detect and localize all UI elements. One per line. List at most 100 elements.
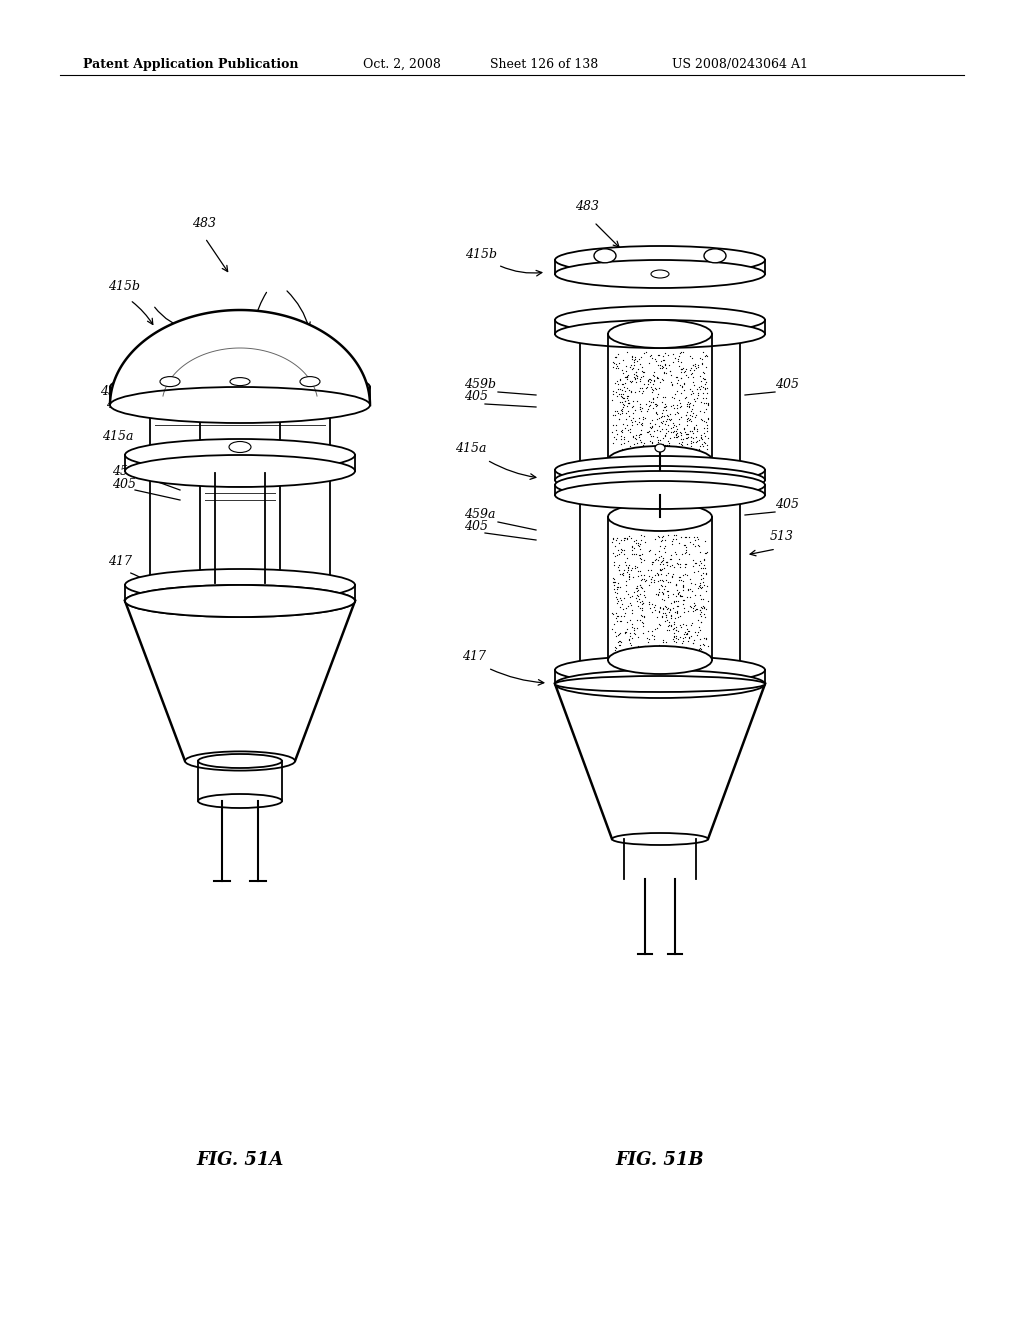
Point [655, 400, 672, 421]
Point [673, 585, 689, 606]
Point [613, 611, 630, 632]
Point [682, 360, 698, 381]
Point [653, 574, 670, 595]
Point [630, 585, 646, 606]
Point [652, 429, 669, 450]
Point [680, 601, 696, 622]
Point [683, 358, 699, 379]
Point [611, 597, 628, 618]
Point [671, 549, 687, 570]
Point [646, 420, 663, 441]
Point [621, 569, 637, 590]
Point [693, 612, 710, 634]
Point [611, 554, 628, 576]
Point [655, 428, 672, 449]
Point [665, 598, 681, 619]
Point [668, 383, 684, 404]
Point [675, 576, 691, 597]
Point [622, 421, 638, 442]
Point [604, 602, 621, 623]
Point [647, 437, 664, 458]
Point [673, 422, 689, 444]
Point [605, 384, 622, 405]
Text: 483: 483 [193, 216, 216, 230]
Point [666, 388, 682, 409]
Point [651, 541, 668, 562]
Point [649, 432, 666, 453]
Point [654, 554, 671, 576]
Point [652, 358, 669, 379]
Point [653, 558, 670, 579]
Point [667, 607, 683, 628]
Point [613, 543, 630, 564]
Point [689, 527, 706, 548]
Point [641, 352, 657, 374]
Point [615, 540, 632, 561]
Point [675, 574, 691, 595]
Point [612, 426, 629, 447]
Point [632, 591, 648, 612]
Point [668, 590, 684, 611]
Point [613, 428, 630, 449]
Point [648, 426, 665, 447]
Point [690, 356, 707, 378]
Point [690, 536, 707, 557]
Point [613, 421, 630, 442]
Point [645, 379, 662, 400]
Point [621, 554, 637, 576]
Point [677, 535, 693, 556]
Point [654, 370, 671, 391]
Ellipse shape [594, 248, 616, 263]
Point [653, 405, 670, 426]
Point [634, 611, 650, 632]
Point [679, 565, 695, 586]
Point [688, 405, 705, 426]
Point [654, 412, 671, 433]
Point [611, 383, 628, 404]
Point [614, 400, 631, 421]
Point [669, 524, 685, 545]
Point [660, 409, 677, 430]
Point [624, 616, 640, 638]
Point [644, 624, 660, 645]
Point [616, 417, 633, 438]
Point [654, 392, 671, 413]
Point [650, 368, 667, 389]
Point [662, 360, 678, 381]
Point [669, 601, 685, 622]
Point [689, 599, 706, 620]
Point [638, 342, 654, 363]
Point [621, 525, 637, 546]
Point [671, 413, 687, 434]
Point [652, 560, 669, 581]
Point [605, 572, 622, 593]
Point [657, 605, 674, 626]
Point [624, 635, 640, 656]
Point [675, 577, 691, 598]
Point [636, 636, 652, 657]
Point [642, 345, 658, 366]
Point [658, 422, 675, 444]
Point [633, 401, 649, 422]
Point [673, 342, 689, 363]
Point [625, 358, 641, 379]
Point [685, 595, 701, 616]
Point [674, 376, 690, 397]
Point [620, 385, 636, 407]
Point [690, 535, 707, 556]
Point [695, 603, 712, 624]
Point [692, 628, 709, 649]
Point [682, 432, 698, 453]
Point [664, 565, 680, 586]
Point [623, 355, 639, 376]
Point [644, 438, 660, 459]
Ellipse shape [651, 271, 669, 279]
Point [642, 395, 658, 416]
Point [656, 363, 673, 384]
Point [654, 525, 671, 546]
Point [655, 346, 672, 367]
Point [653, 564, 670, 585]
Point [640, 374, 656, 395]
Point [632, 429, 648, 450]
Point [628, 557, 644, 578]
